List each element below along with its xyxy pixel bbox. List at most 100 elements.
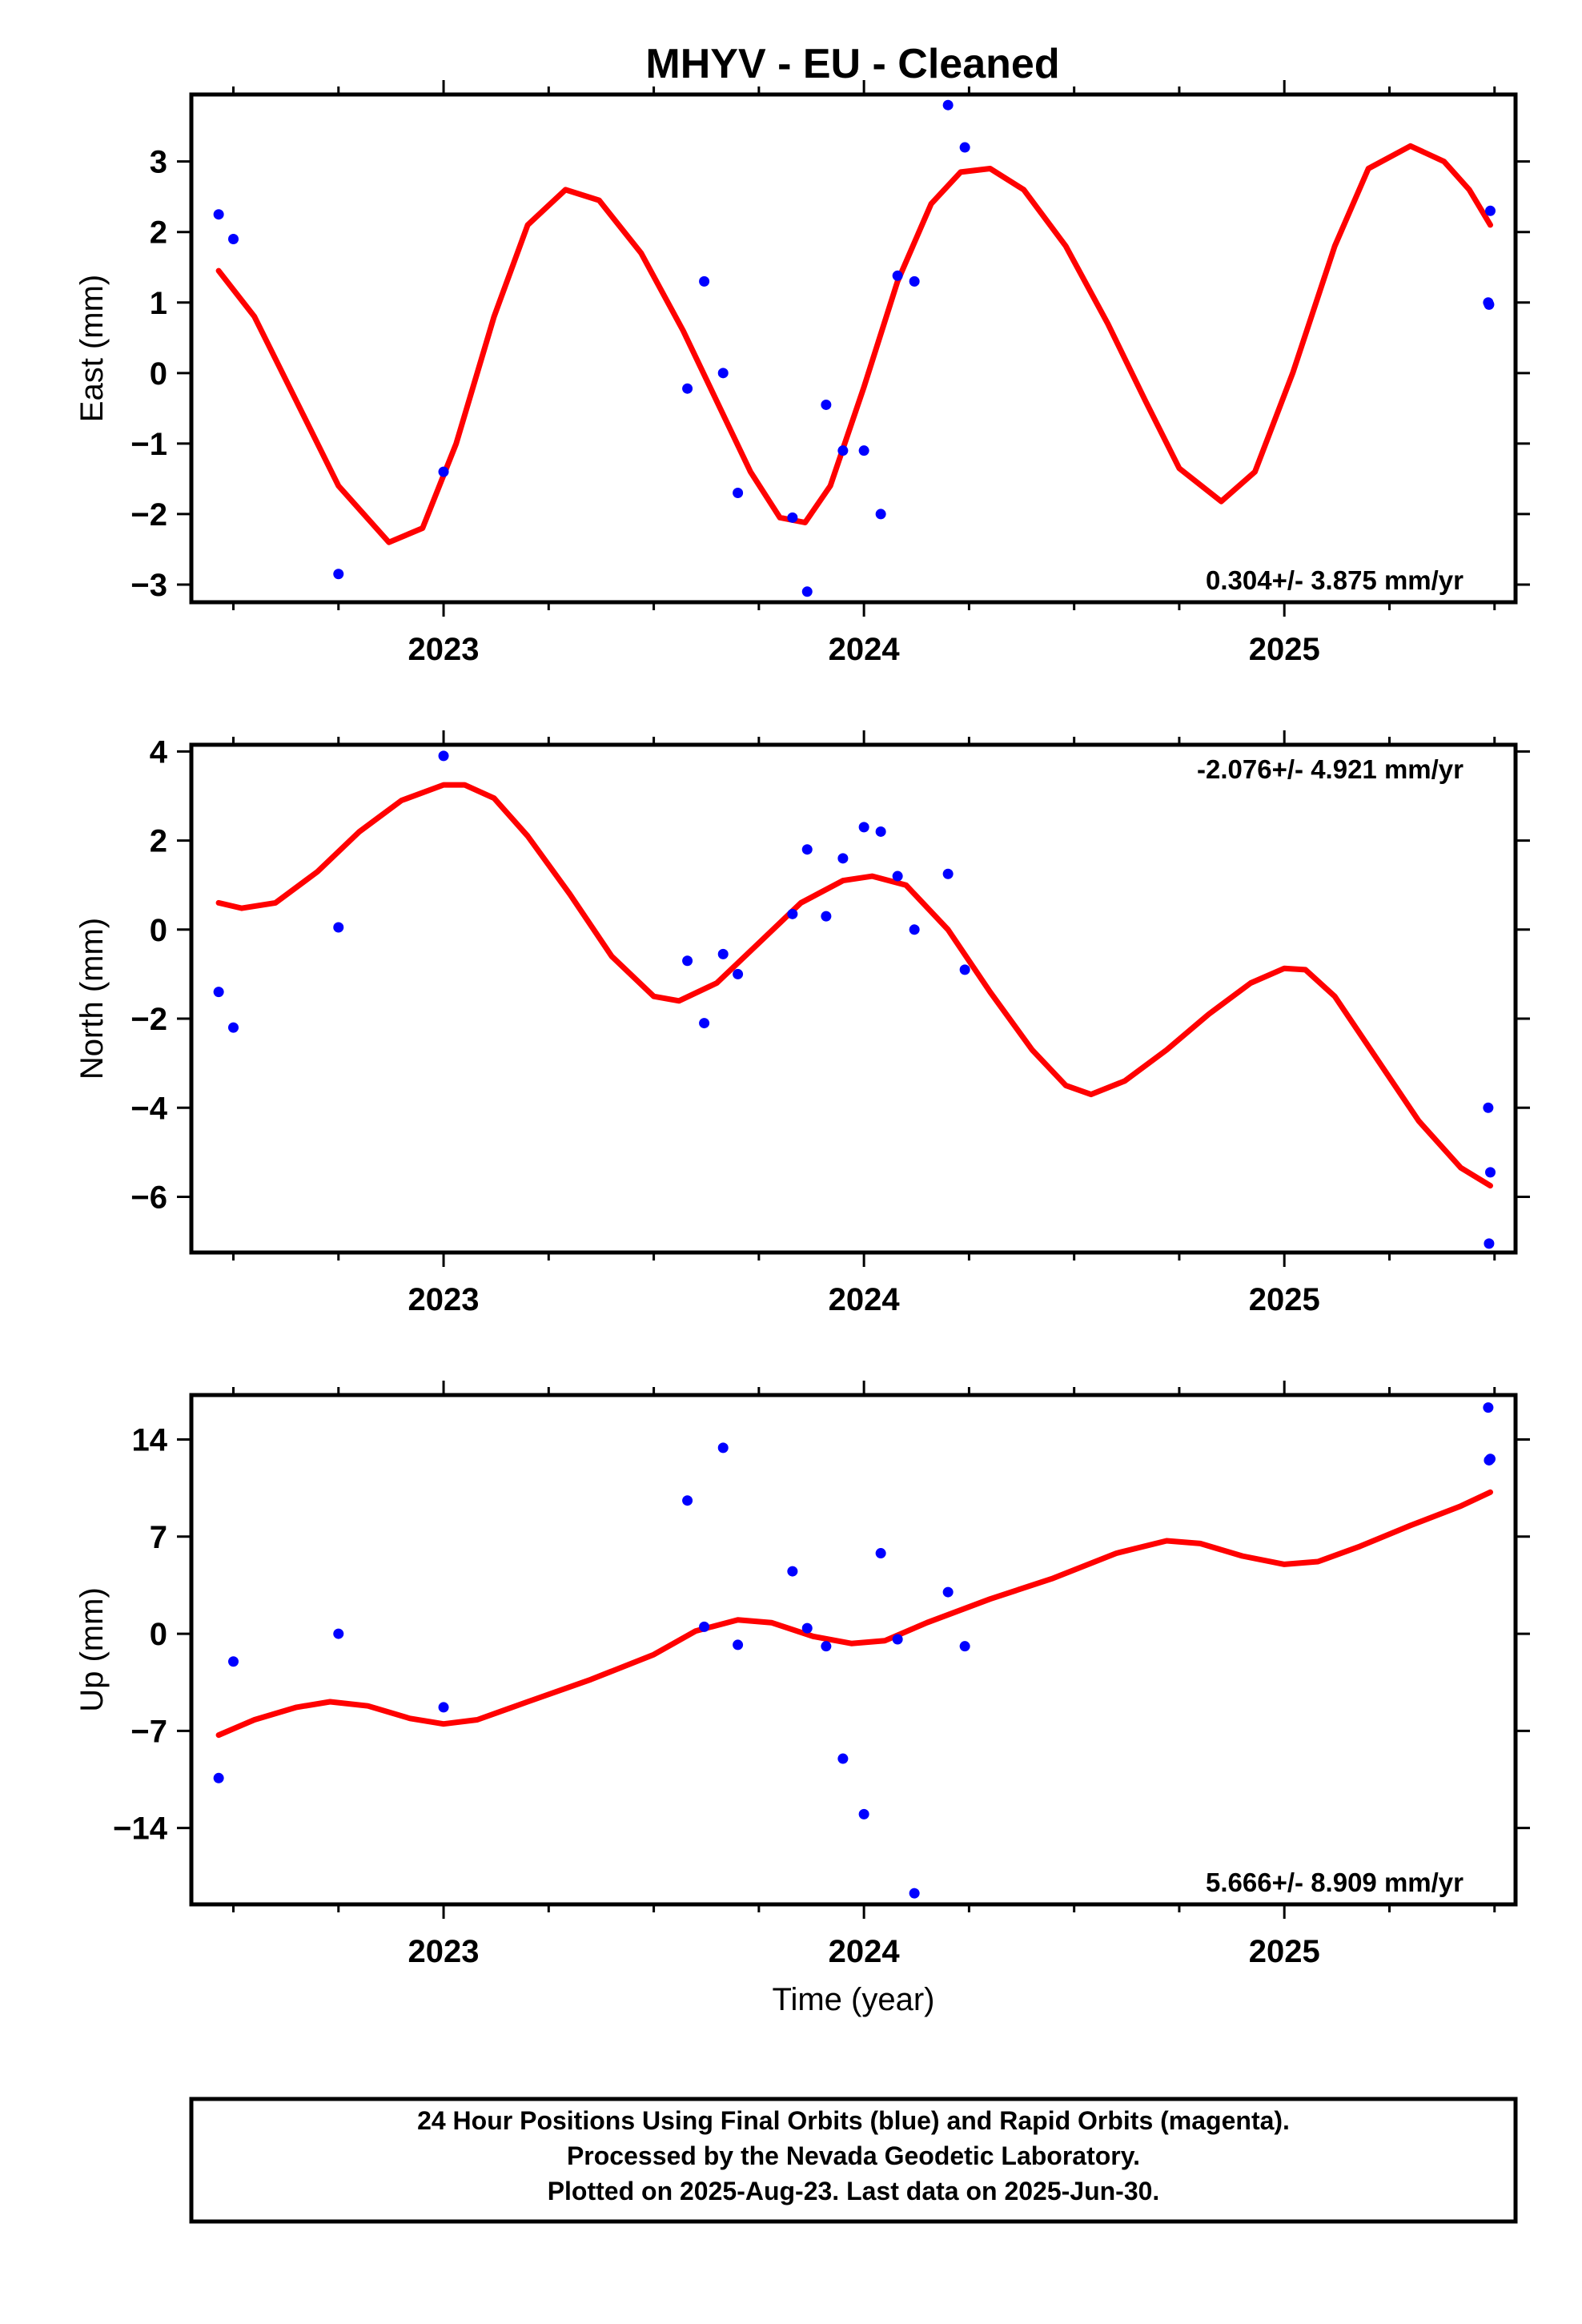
up-panel: 2023 2024 2025 −14 −7 0 7 14 Up (mm) Time (year) 5… xyxy=(74,1381,1530,2017)
p2-x-tick-label: 2025 xyxy=(1249,1934,1320,1969)
p1-x-tick-label: 2023 xyxy=(408,1282,480,1317)
p1-y-tick-label: 2 xyxy=(150,824,167,859)
p1-y-axis-label: North (mm) xyxy=(74,918,110,1080)
p2-plot-frame xyxy=(189,1393,1518,1907)
p2-data-point xyxy=(1483,1402,1494,1413)
footer-frame xyxy=(189,2097,1518,2224)
p2-data-point xyxy=(717,1442,729,1454)
p2-data-point xyxy=(892,1634,903,1645)
p2-rate-annotation: 5.666+/- 8.909 mm/yr xyxy=(1206,1868,1464,1897)
p0-data-point xyxy=(733,488,744,499)
p0-y-axis-label: East (mm) xyxy=(74,275,110,422)
p2-x-tick-label: 2024 xyxy=(829,1934,901,1969)
p0-data-point xyxy=(821,399,832,410)
p2-data-point xyxy=(787,1566,798,1577)
p2-data-point xyxy=(959,1641,970,1652)
p1-data-point xyxy=(699,1018,710,1029)
footer-line-1: 24 Hour Positions Using Final Orbits (bl… xyxy=(417,2106,1290,2135)
p1-data-point xyxy=(733,968,744,979)
p2-data-point xyxy=(942,1586,954,1598)
p1-data-point xyxy=(787,908,798,919)
north-panel: 2023 2024 2025 −6 −4 −2 0 2 4 North (mm) -2.076+/-… xyxy=(74,730,1530,1317)
p0-data-point xyxy=(333,569,344,580)
p1-y-tick-label: −2 xyxy=(130,1002,167,1037)
p2-y-tick-label: 0 xyxy=(150,1617,167,1652)
p0-y-tick-label: 0 xyxy=(150,356,167,392)
p0-data-point xyxy=(892,270,903,281)
p0-y-tick-label: 3 xyxy=(150,145,167,180)
p2-y-tick-label: 14 xyxy=(132,1422,168,1458)
footer-line-2: Processed by the Nevada Geodetic Laborat… xyxy=(567,2141,1140,2170)
p1-data-point xyxy=(717,948,729,959)
p1-data-point xyxy=(438,750,449,762)
p1-x-tick-label: 2025 xyxy=(1249,1282,1320,1317)
p1-data-point xyxy=(682,955,693,967)
p0-y-tick-label: −2 xyxy=(130,497,167,533)
p1-data-point xyxy=(228,1022,239,1033)
p0-rate-annotation: 0.304+/- 3.875 mm/yr xyxy=(1206,565,1464,595)
p0-data-point xyxy=(717,368,729,379)
p2-data-point xyxy=(213,1772,224,1783)
p1-data-point xyxy=(875,826,886,837)
p2-data-point xyxy=(733,1639,744,1651)
p1-data-point xyxy=(942,868,954,879)
p0-y-tick-label: −3 xyxy=(130,568,167,603)
p1-data-point xyxy=(801,844,813,855)
p0-fit-curve xyxy=(215,143,1493,545)
p2-data-point xyxy=(801,1622,813,1634)
p1-rate-annotation: -2.076+/- 4.921 mm/yr xyxy=(1197,754,1464,784)
p0-data-point xyxy=(682,383,693,394)
p2-y-tick-label: −7 xyxy=(130,1714,167,1749)
east-panel: 2023 2024 2025 −3 −2 −1 0 1 2 3 East (mm) 0.304+/- … xyxy=(74,80,1530,667)
p1-y-tick-label: 0 xyxy=(150,913,167,948)
p0-plot-frame xyxy=(189,92,1518,605)
p1-data-point xyxy=(333,922,344,933)
p2-data-point xyxy=(682,1495,693,1506)
p0-y-tick-label: −1 xyxy=(130,427,167,462)
p2-y-axis-label: Up (mm) xyxy=(74,1587,110,1712)
p1-data-point xyxy=(1484,1167,1496,1178)
p0-data-point xyxy=(1484,205,1496,216)
footer-line-3: Plotted on 2025-Aug-23. Last data on 202… xyxy=(548,2177,1160,2205)
p0-y-tick-label: 2 xyxy=(150,215,167,251)
p0-data-point xyxy=(837,445,849,456)
p0-y-tick-label: 1 xyxy=(150,286,167,321)
p0-x-tick-label: 2025 xyxy=(1249,632,1320,667)
p2-data-point xyxy=(699,1621,710,1632)
p2-data-point xyxy=(837,1753,849,1764)
p2-x-axis-label: Time (year) xyxy=(773,1982,935,2017)
p1-data-point xyxy=(1484,1238,1495,1249)
p0-data-point xyxy=(699,275,710,287)
p1-x-tick-label: 2024 xyxy=(829,1282,901,1317)
p1-plot-frame xyxy=(189,742,1518,1255)
p1-data-point xyxy=(959,964,970,975)
p0-data-point xyxy=(228,234,239,245)
p1-fit-curve xyxy=(215,782,1493,1189)
p1-data-point xyxy=(1483,1102,1494,1113)
p2-fit-curve xyxy=(215,1489,1493,1739)
p2-data-point xyxy=(909,1888,920,1899)
p2-data-point xyxy=(1484,1454,1496,1465)
p0-data-point xyxy=(213,209,224,220)
p2-x-tick-label: 2023 xyxy=(408,1934,480,1969)
p1-y-tick-label: −4 xyxy=(130,1091,167,1126)
p1-data-point xyxy=(858,822,869,833)
p2-data-point xyxy=(438,1702,449,1713)
p0-data-point xyxy=(959,142,970,153)
p1-data-point xyxy=(213,987,224,998)
p2-data-point xyxy=(821,1641,832,1652)
p2-y-tick-label: 7 xyxy=(150,1520,167,1555)
p1-data-point xyxy=(821,911,832,922)
p1-y-tick-label: −6 xyxy=(130,1180,167,1215)
p1-data-point xyxy=(837,853,849,864)
p2-data-point xyxy=(228,1656,239,1667)
p0-data-point xyxy=(909,275,920,287)
p0-data-point xyxy=(1484,299,1495,310)
footer-box: 24 Hour Positions Using Final Orbits (bl… xyxy=(189,2097,1518,2224)
p1-data-point xyxy=(892,870,903,882)
p0-data-point xyxy=(787,512,798,523)
p1-y-tick-label: 4 xyxy=(150,734,168,770)
p2-data-point xyxy=(875,1548,886,1559)
p2-y-tick-label: −14 xyxy=(113,1811,168,1847)
